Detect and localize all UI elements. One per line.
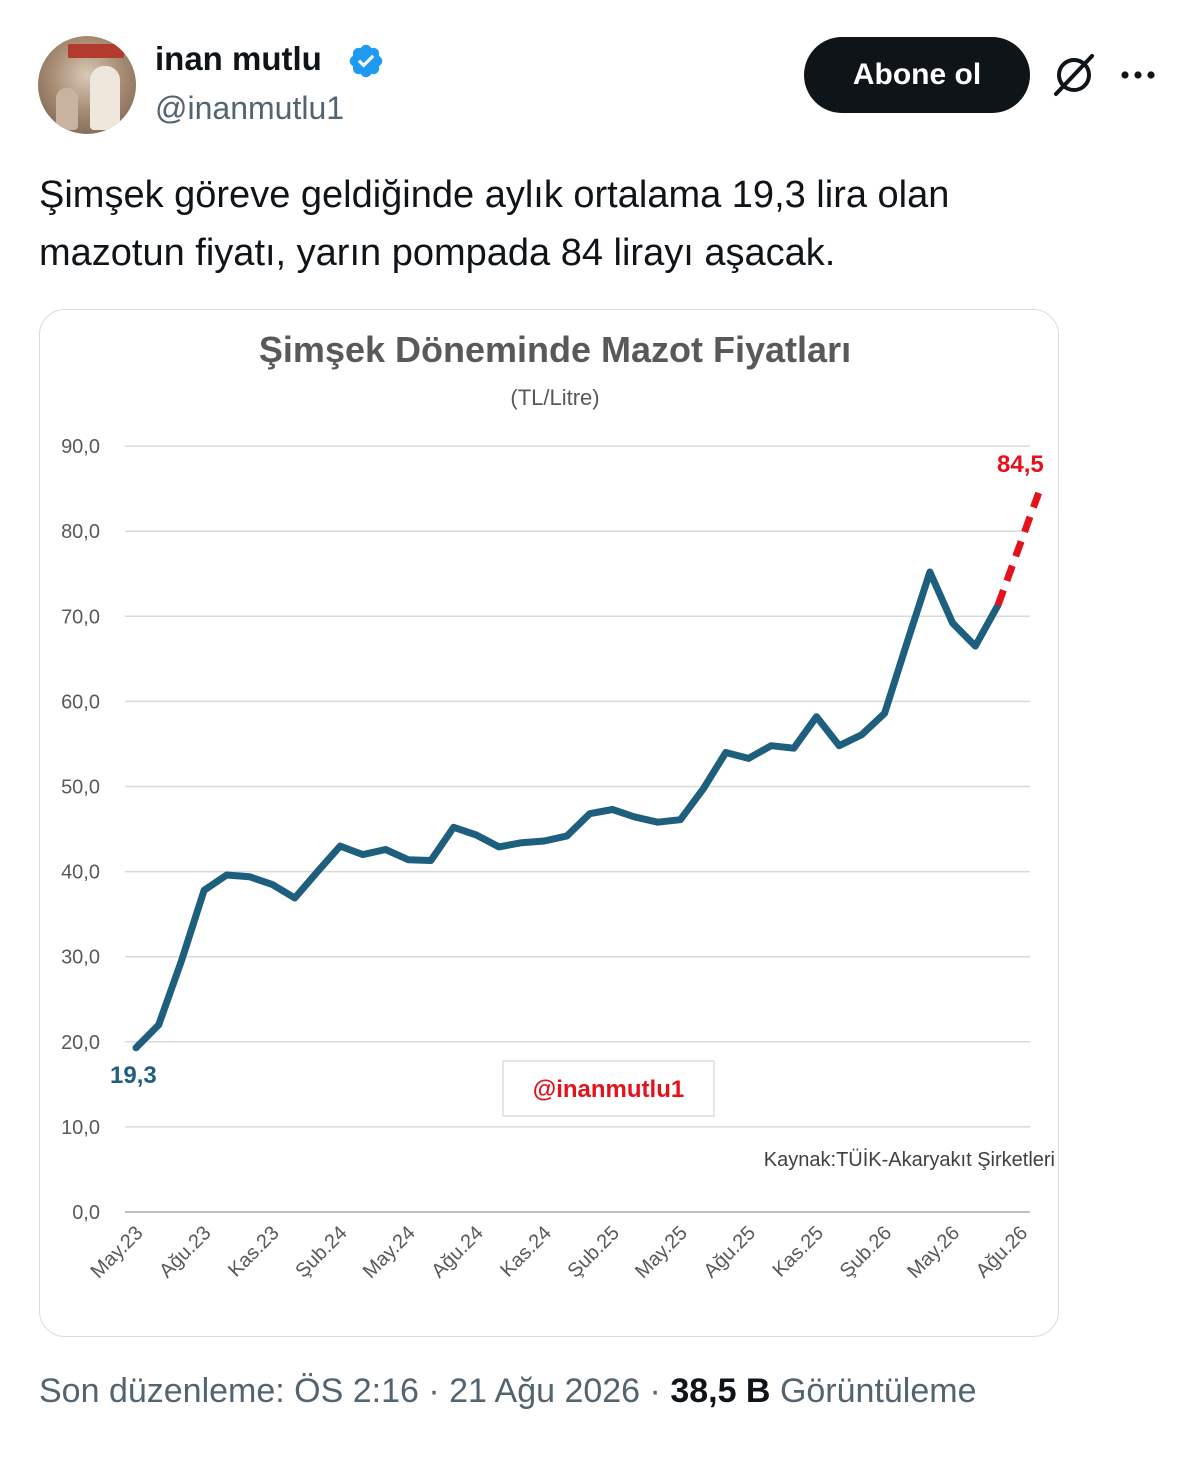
tweet-text-line-2: mazotun fiyatı, yarın pompada 84 lirayı … bbox=[39, 232, 836, 274]
x-tick-label: May.25 bbox=[631, 1222, 692, 1283]
x-tick-label: Ağu.25 bbox=[700, 1222, 760, 1282]
x-tick-label: Şub.26 bbox=[836, 1222, 896, 1282]
start-value-label: 19,3 bbox=[110, 1062, 157, 1089]
chart-x-axis: May.23 Ağu.23 Kas.23 Şub.24 May.24 Ağu.24 Kas.… bbox=[87, 1222, 1033, 1283]
x-tick-label: Kas.24 bbox=[496, 1222, 556, 1282]
tweet-footer: Son düzenleme: ÖS 2:16 · 21 Ağu 2026 · 3… bbox=[39, 1372, 977, 1411]
chart-subtitle: (TL/Litre) bbox=[510, 385, 599, 410]
avatar-figure-child bbox=[56, 88, 78, 130]
views-count: 38,5 B bbox=[670, 1372, 771, 1410]
avatar[interactable] bbox=[38, 36, 136, 134]
chart-grid bbox=[125, 445, 1030, 1213]
tweet-media-chart[interactable]: Şimşek Döneminde Mazot Fiyatları (TL/Lit… bbox=[39, 309, 1059, 1337]
watermark: @inanmutlu1 bbox=[533, 1076, 684, 1103]
y-tick-label: 70,0 bbox=[61, 606, 100, 628]
y-tick-label: 40,0 bbox=[61, 862, 100, 884]
y-tick-label: 20,0 bbox=[61, 1032, 100, 1054]
y-tick-label: 80,0 bbox=[61, 521, 100, 543]
tweet-text-line-1: Şimşek göreve geldiğinde aylık ortalama … bbox=[39, 174, 950, 216]
x-tick-label: Kas.25 bbox=[768, 1222, 828, 1282]
chart-source: Kaynak:TÜİK-Akaryakıt Şirketleri bbox=[764, 1148, 1055, 1171]
views-label: Görüntüleme bbox=[770, 1372, 977, 1410]
avatar-figure-adult bbox=[90, 66, 120, 130]
y-tick-label: 90,0 bbox=[61, 436, 100, 458]
author-name[interactable]: inan mutlu bbox=[155, 40, 322, 77]
more-icon[interactable] bbox=[1118, 60, 1158, 90]
x-tick-label: Ağu.23 bbox=[155, 1222, 215, 1282]
edited-timestamp[interactable]: Son düzenleme: ÖS 2:16 · 21 Ağu 2026 · bbox=[39, 1372, 671, 1410]
y-tick-label: 60,0 bbox=[61, 691, 100, 713]
series-line-projection bbox=[994, 491, 1042, 607]
x-tick-label: Şub.25 bbox=[564, 1222, 624, 1282]
x-tick-label: Ağu.24 bbox=[427, 1222, 487, 1282]
y-tick-label: 50,0 bbox=[61, 777, 100, 799]
y-tick-label: 30,0 bbox=[61, 947, 100, 969]
avatar-banner bbox=[68, 44, 124, 58]
x-tick-label: May.23 bbox=[87, 1222, 148, 1283]
x-tick-label: Kas.23 bbox=[224, 1222, 284, 1282]
watermark-box bbox=[502, 1060, 715, 1117]
tweet-text: Şimşek göreve geldiğinde aylık ortalama … bbox=[39, 166, 1139, 282]
chart: Şimşek Döneminde Mazot Fiyatları (TL/Lit… bbox=[61, 329, 1055, 1283]
x-tick-label: May.26 bbox=[903, 1222, 964, 1283]
y-tick-label: 10,0 bbox=[61, 1117, 100, 1139]
y-tick-label: 0,0 bbox=[72, 1202, 100, 1224]
follow-button[interactable]: Abone ol bbox=[804, 37, 1030, 113]
verified-badge-icon[interactable] bbox=[347, 42, 385, 80]
x-tick-label: May.24 bbox=[359, 1222, 420, 1283]
end-value-label: 84,5 bbox=[997, 451, 1044, 478]
chart-title: Şimşek Döneminde Mazot Fiyatları bbox=[259, 329, 851, 370]
grok-icon[interactable] bbox=[1050, 50, 1098, 98]
chart-series bbox=[132, 491, 1042, 1052]
x-tick-label: Ağu.26 bbox=[972, 1222, 1032, 1282]
series-line-price bbox=[132, 568, 1002, 1052]
chart-y-axis: 0,0 10,0 20,0 30,0 40,0 50,0 60,0 70,0 80,0 90,0 bbox=[61, 436, 100, 1224]
x-tick-label: Şub.24 bbox=[291, 1222, 351, 1282]
author-handle[interactable]: @inanmutlu1 bbox=[155, 90, 345, 126]
